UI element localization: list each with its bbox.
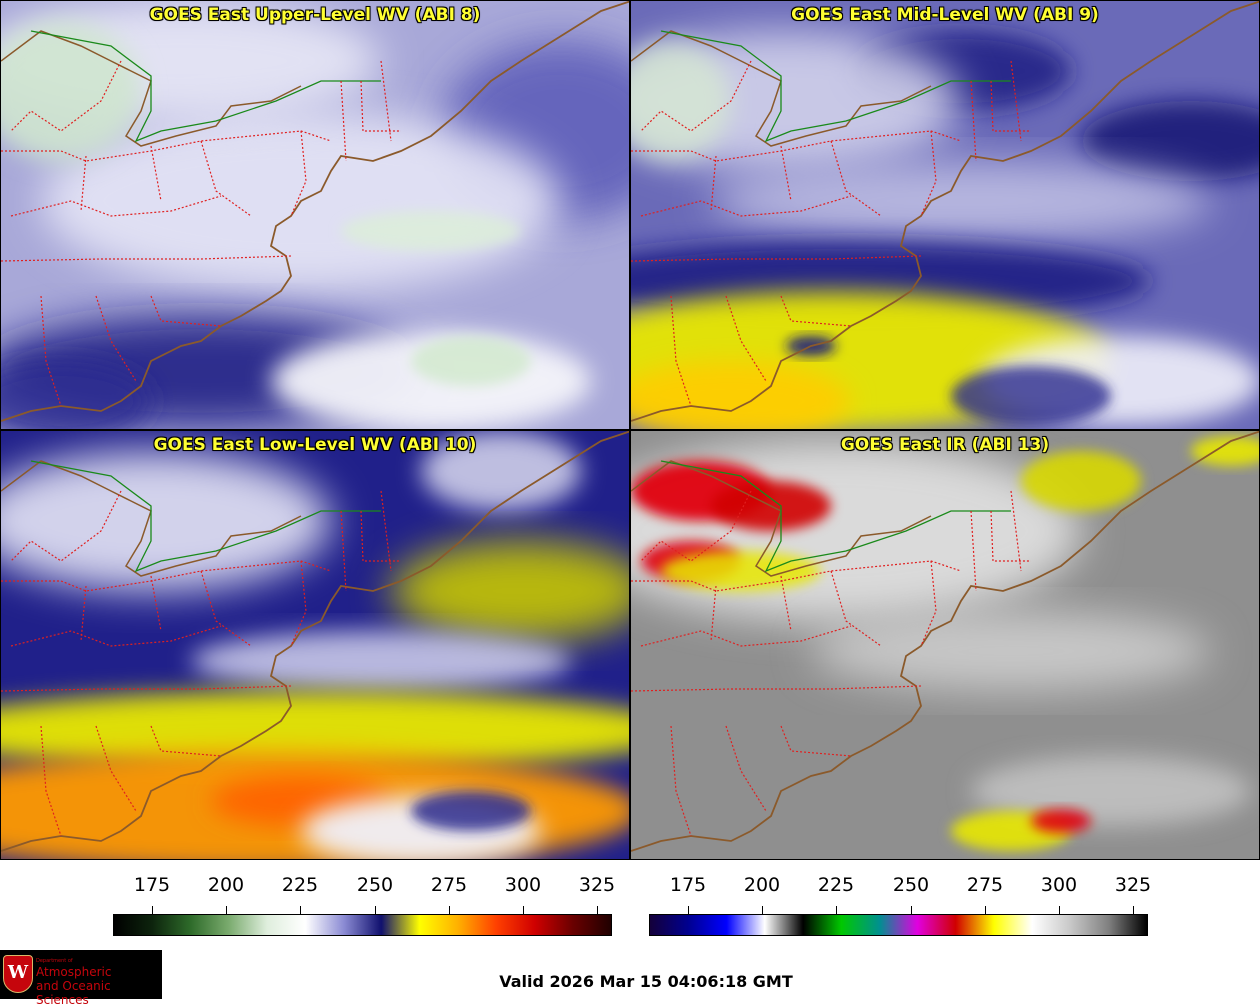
colorbar-ticks: 175 200 225 250 275 300 325: [113, 870, 616, 914]
satellite-image: [1, 1, 629, 429]
panel-ir: GOES East IR (ABI 13): [630, 430, 1260, 860]
colorbar-tick-label: 300: [504, 874, 542, 896]
colorbar-tick-label: 325: [1114, 874, 1152, 896]
colorbar-tick-mark: [449, 906, 450, 914]
colorbar-ticks: 175 200 225 250 275 300 325: [649, 870, 1152, 914]
colorbar-infrared: 175 200 225 250 275 300 325: [649, 870, 1152, 940]
colorbar-tick-mark: [226, 906, 227, 914]
satellite-image: [1, 431, 629, 859]
colorbar-tick-label: 175: [133, 874, 171, 896]
panel-title: GOES East Low-Level WV (ABI 10): [153, 435, 477, 455]
satellite-image: [631, 431, 1259, 859]
colorbar-tick-label: 275: [430, 874, 468, 896]
panel-low-wv: GOES East Low-Level WV (ABI 10): [0, 430, 630, 860]
colorbar-tick-label: 325: [578, 874, 616, 896]
valid-time: Valid 2026 Mar 15 04:06:18 GMT: [499, 972, 793, 991]
aos-logo: W Department of Atmospheric and Oceanic …: [0, 950, 162, 1007]
colorbar-tick-mark: [152, 906, 153, 914]
colorbar-tick-mark: [300, 906, 301, 914]
uw-crest-icon: W: [3, 955, 33, 993]
satellite-image: [631, 1, 1259, 429]
colorbar-tick-label: 225: [281, 874, 319, 896]
panel-title: GOES East Mid-Level WV (ABI 9): [791, 5, 1099, 25]
colorbar-tick-mark: [375, 906, 376, 914]
colorbar-tick-label: 175: [669, 874, 707, 896]
colorbar-tick-label: 250: [892, 874, 930, 896]
logo-dept: Department of: [36, 958, 73, 964]
colorbar-tick-mark: [985, 906, 986, 914]
panel-mid-wv: GOES East Mid-Level WV (ABI 9): [630, 0, 1260, 430]
logo-name-line1: Atmospheric: [36, 965, 112, 979]
colorbar-gradient: [649, 914, 1148, 936]
colorbar-tick-mark: [762, 906, 763, 914]
colorbar-tick-label: 275: [966, 874, 1004, 896]
colorbar-water-vapor: 175 200 225 250 275 300 325: [113, 870, 616, 940]
colorbar-tick-label: 250: [356, 874, 394, 896]
colorbar-tick-label: 200: [207, 874, 245, 896]
colorbar-tick-label: 225: [817, 874, 855, 896]
colorbar-gradient: [113, 914, 612, 936]
colorbar-tick-label: 200: [743, 874, 781, 896]
colorbar-tick-mark: [597, 906, 598, 914]
colorbar-tick-mark: [836, 906, 837, 914]
colorbar-tick-mark: [688, 906, 689, 914]
colorbar-tick-mark: [1133, 906, 1134, 914]
colorbar-tick-mark: [1059, 906, 1060, 914]
panel-title: GOES East IR (ABI 13): [840, 435, 1050, 455]
panel-title: GOES East Upper-Level WV (ABI 8): [149, 5, 481, 25]
colorbar-tick-label: 300: [1040, 874, 1078, 896]
panel-upper-wv: GOES East Upper-Level WV (ABI 8): [0, 0, 630, 430]
colorbar-tick-mark: [523, 906, 524, 914]
colorbar-tick-mark: [911, 906, 912, 914]
